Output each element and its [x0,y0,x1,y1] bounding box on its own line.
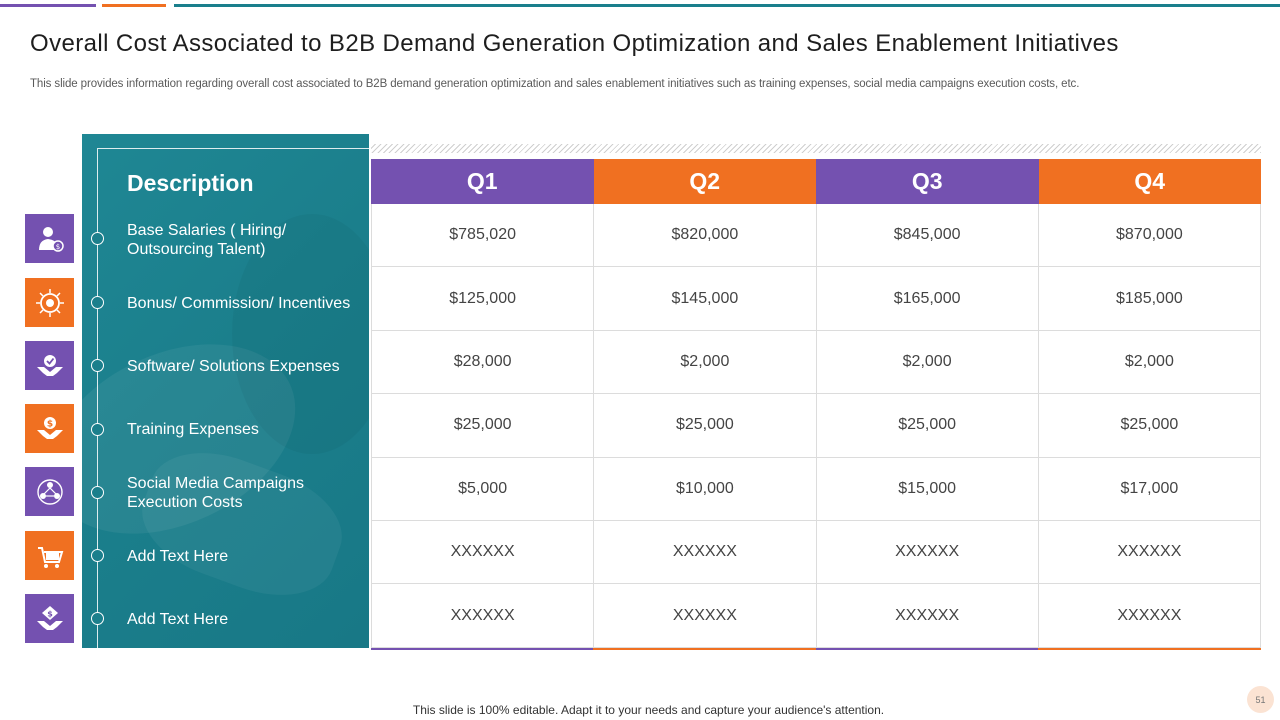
table-row: $5,000 $10,000 $15,000 $17,000 [371,457,1261,521]
top-accent-bar-purple [0,4,96,7]
table-cell: $25,000 [594,394,817,457]
top-accent-bar-orange [102,4,166,7]
row-label-software: Software/ Solutions Expenses [127,357,340,375]
table-row: $25,000 $25,000 $25,000 $25,000 [371,394,1261,458]
table-cell: $785,020 [371,204,595,267]
table-cell: $15,000 [817,457,1039,520]
header-hatch-decoration [371,144,1261,153]
timeline-dot [91,486,104,499]
table-cell: $25,000 [371,394,595,457]
table-cell: $2,000 [1039,330,1261,394]
page-title: Overall Cost Associated to B2B Demand Ge… [30,30,1119,57]
table-row: XXXXXX XXXXXX XXXXXX XXXXXX [371,584,1261,648]
table-cell: $165,000 [817,267,1039,330]
table-cell: $870,000 [1039,204,1261,267]
timeline-dot [91,296,104,309]
description-header: Description [127,170,254,196]
footer-note: This slide is 100% editable. Adapt it to… [412,703,885,717]
table-row: $125,000 $145,000 $165,000 $185,000 [371,267,1261,331]
table-cell: $10,000 [594,457,817,520]
table-cell: $25,000 [817,394,1039,457]
table-cell: $25,000 [1039,394,1261,457]
shopping-basket-icon [25,531,74,580]
timeline-dot [91,232,104,245]
header-q4: Q4 [1038,159,1261,204]
header-q1: Q1 [371,159,594,204]
table-bottom-line [1038,648,1261,650]
salary-person-icon: $ [25,214,74,263]
table-row: XXXXXX XXXXXX XXXXXX XXXXXX [371,520,1261,585]
svg-text:$: $ [55,243,59,251]
table-cell: $2,000 [817,330,1039,394]
svg-text:$: $ [47,609,53,618]
table-bottom-line [816,648,1038,650]
table-cell: $17,000 [1039,457,1261,520]
table-cell: $2,000 [594,330,817,394]
table-cell: XXXXXX [594,520,817,584]
table-cell: XXXXXX [817,584,1039,647]
dollar-hand-icon: $ [25,594,74,643]
table-cell: XXXXXX [1039,584,1261,647]
table-cell: $145,000 [594,267,817,330]
timeline-dot [91,359,104,372]
table-row: $28,000 $2,000 $2,000 $2,000 [371,330,1261,395]
table-bottom-line [371,648,593,650]
header-q2: Q2 [593,159,816,204]
row-label-training: Training Expenses [127,420,259,438]
table-cell: $28,000 [371,330,595,394]
table-cell: XXXXXX [371,520,595,584]
table-cell: XXXXXX [371,584,595,647]
table-cell: $820,000 [594,204,817,267]
social-network-icon [25,467,74,516]
row-label-bonus: Bonus/ Commission/ Incentives [127,294,351,312]
money-hands-icon: $ [25,404,74,453]
table-cell: $5,000 [371,457,595,520]
cost-table-body: $785,020 $820,000 $845,000 $870,000 $125… [371,204,1261,648]
header-q3: Q3 [816,159,1039,204]
software-hands-icon [25,341,74,390]
table-row: $785,020 $820,000 $845,000 $870,000 [371,204,1261,268]
description-panel [82,134,369,648]
svg-text:$: $ [46,419,52,429]
quarter-header-row: Q1 Q2 Q3 Q4 [371,159,1261,204]
row-label-add-text-1: Add Text Here [127,547,229,565]
row-label-social-media: Social Media Campaigns Execution Costs [127,475,304,511]
table-bottom-line [593,648,816,650]
table-cell: XXXXXX [594,584,817,647]
table-cell: $125,000 [371,267,595,330]
top-accent-bar-teal [174,4,1280,7]
table-cell: $845,000 [817,204,1039,267]
table-cell: XXXXXX [817,520,1039,584]
timeline-dot [91,423,104,436]
page-subtitle: This slide provides information regardin… [30,78,1080,90]
timeline-dot [91,549,104,562]
row-label-base-salaries: Base Salaries ( Hiring/Outsourcing Talen… [127,222,287,258]
table-cell: $185,000 [1039,267,1261,330]
timeline-outline [97,148,369,648]
timeline-dot [91,612,104,625]
page-number: 51 [1247,686,1274,713]
bonus-target-icon [25,278,74,327]
table-cell: XXXXXX [1039,520,1261,584]
row-label-add-text-2: Add Text Here [127,610,229,628]
